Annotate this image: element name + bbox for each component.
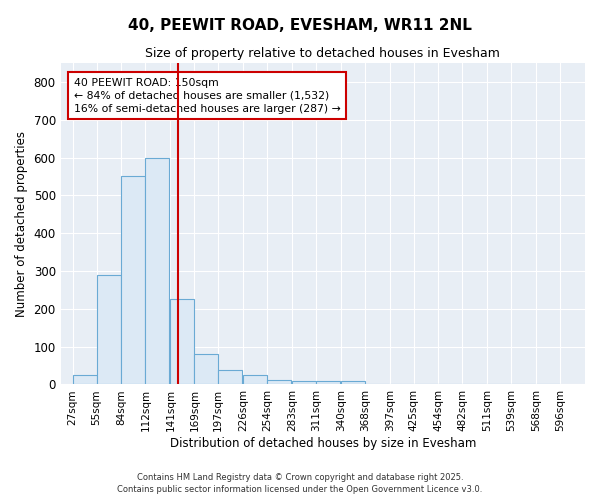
Bar [145,158,169,384]
Bar [341,382,365,384]
Bar [243,375,267,384]
Bar [194,354,218,384]
X-axis label: Distribution of detached houses by size in Evesham: Distribution of detached houses by size … [170,437,476,450]
Text: Contains HM Land Registry data © Crown copyright and database right 2025.
Contai: Contains HM Land Registry data © Crown c… [118,472,482,494]
Bar [218,370,242,384]
Bar [121,176,145,384]
Title: Size of property relative to detached houses in Evesham: Size of property relative to detached ho… [145,48,500,60]
Bar [170,300,194,384]
Bar [316,382,340,384]
Bar [73,375,97,384]
Bar [97,275,121,384]
Text: 40 PEEWIT ROAD: 150sqm
← 84% of detached houses are smaller (1,532)
16% of semi-: 40 PEEWIT ROAD: 150sqm ← 84% of detached… [74,78,341,114]
Text: 40, PEEWIT ROAD, EVESHAM, WR11 2NL: 40, PEEWIT ROAD, EVESHAM, WR11 2NL [128,18,472,32]
Y-axis label: Number of detached properties: Number of detached properties [15,131,28,317]
Bar [292,380,316,384]
Bar [267,380,291,384]
